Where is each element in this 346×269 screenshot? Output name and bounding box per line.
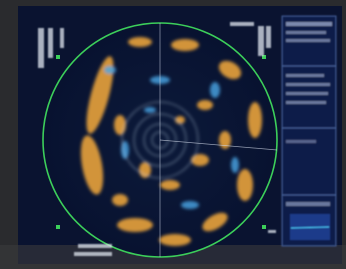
side-panel [282,16,336,246]
page [0,0,346,269]
radar-photo [0,0,346,269]
